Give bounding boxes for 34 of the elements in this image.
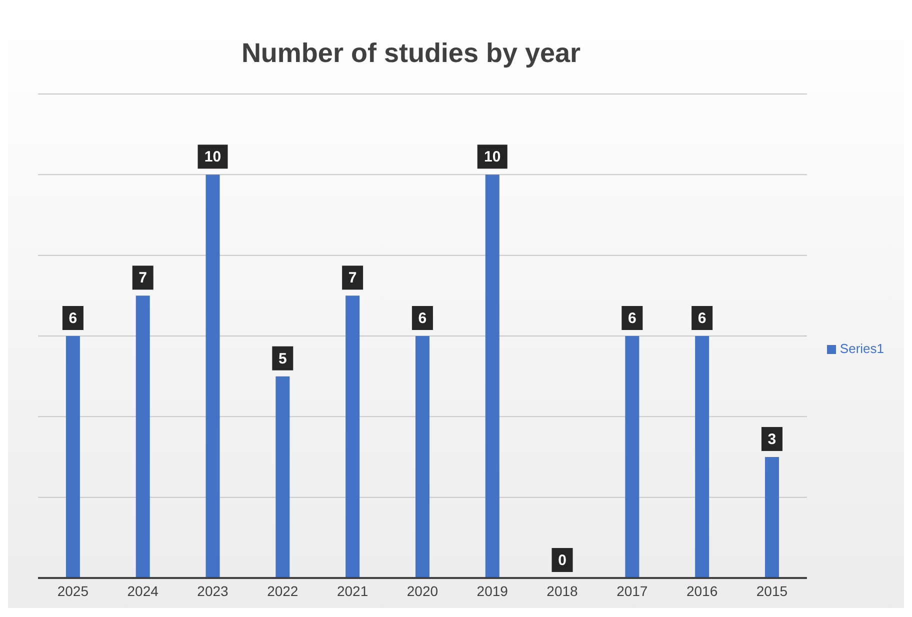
bar: [695, 336, 710, 578]
bar: [136, 296, 150, 578]
x-tick-label: 2017: [616, 582, 648, 599]
x-tick-label: 2015: [756, 582, 788, 599]
x-tick-label: 2024: [127, 582, 159, 599]
chart-title: Number of studies by year: [240, 37, 582, 70]
data-label: 7: [138, 270, 148, 287]
data-label: 3: [768, 431, 776, 448]
x-tick-label: 2020: [406, 582, 438, 599]
bar: [276, 376, 290, 578]
data-label: 10: [484, 148, 501, 166]
data-label: 10: [204, 148, 222, 166]
bar: [66, 336, 80, 578]
bar: [346, 296, 360, 578]
x-tick-label: 2016: [686, 582, 718, 599]
legend-label: Series1: [840, 340, 884, 356]
data-label: 5: [278, 350, 287, 368]
x-tick-label: 2021: [336, 582, 368, 599]
x-tick-label: 2023: [197, 582, 229, 599]
data-label: 6: [418, 310, 427, 327]
data-label: 6: [68, 310, 78, 327]
bar: [485, 174, 500, 578]
bar: [764, 457, 779, 578]
bar: [415, 336, 430, 578]
x-tick-label: 2019: [476, 582, 508, 599]
data-label: 6: [698, 310, 706, 327]
bar: [625, 336, 640, 578]
data-label: 6: [628, 310, 636, 327]
data-label: 0: [558, 552, 566, 569]
data-label: 7: [348, 270, 357, 287]
bar: [206, 174, 220, 578]
x-tick-label: 2022: [267, 582, 298, 599]
x-tick-label: 2018: [546, 582, 578, 599]
x-tick-label: 2025: [57, 582, 89, 599]
